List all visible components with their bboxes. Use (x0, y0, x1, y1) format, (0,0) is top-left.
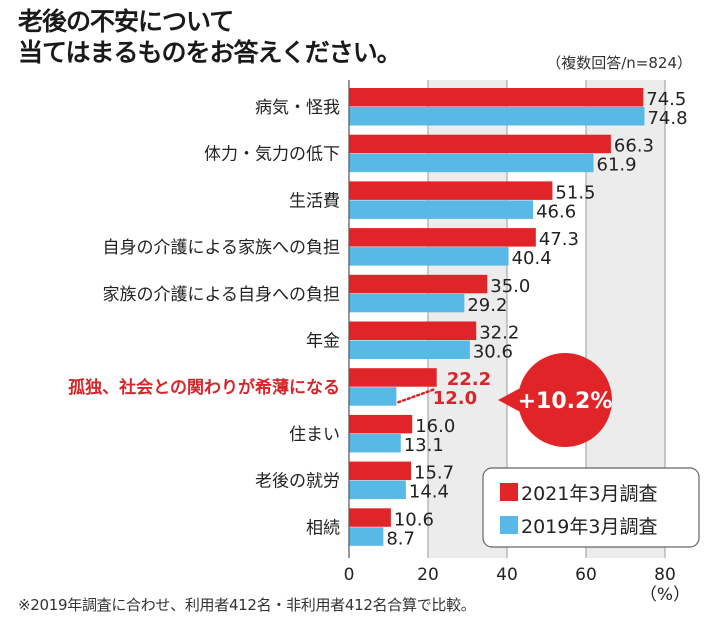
bar-2019 (349, 527, 384, 546)
bar-2019 (349, 433, 401, 453)
value-label: 22.2 (447, 369, 491, 390)
callout-circle (518, 353, 612, 447)
title-line-1: 老後の不安について (18, 7, 234, 36)
x-tick-label: 60 (575, 565, 597, 585)
category-label: 体力・気力の低下 (204, 145, 340, 165)
bar-2021 (349, 181, 553, 200)
value-label: 13.1 (404, 435, 444, 456)
value-label: 35.0 (490, 276, 530, 297)
x-tick-label: 20 (417, 565, 439, 585)
footnote: ※2019年調査に合わせ、利用者412名・非利用者412名合算で比較。 (18, 596, 476, 614)
connector-dotted-line (397, 387, 436, 404)
value-label: 16.0 (415, 416, 455, 437)
category-label: 住まい (289, 425, 340, 445)
bar-2019 (349, 200, 534, 219)
category-label: 老後の就労 (255, 472, 340, 492)
legend-swatch-2019 (500, 516, 518, 534)
value-label: 15.7 (414, 463, 454, 484)
x-unit-label: （%） (640, 585, 690, 605)
bar-2019 (349, 293, 465, 313)
chart-title: 老後の不安について 当てはまるものをお答えください。 (18, 6, 402, 68)
category-label: 病気・怪我 (255, 98, 340, 118)
bar-2021 (349, 508, 391, 527)
value-label: 47.3 (539, 229, 579, 250)
x-tick-label: 80 (654, 565, 676, 585)
category-label: 相続 (306, 518, 340, 538)
sample-note: （複数回答/n=824） (546, 54, 692, 72)
x-tick-label: 0 (344, 565, 355, 585)
bar-2021 (349, 134, 611, 154)
value-label: 32.2 (479, 323, 519, 344)
value-label: 8.7 (386, 528, 415, 549)
bar-2019 (349, 480, 406, 500)
value-label: 61.9 (597, 155, 637, 176)
value-label: 14.4 (409, 482, 449, 503)
category-label: 自身の介護による家族への負担 (103, 238, 341, 258)
value-label: 74.5 (646, 89, 686, 110)
category-label: 孤独、社会との関わりが希薄になる (68, 377, 340, 398)
value-label: 66.3 (614, 136, 654, 157)
value-label: 29.2 (467, 295, 507, 316)
bar-2019 (349, 340, 470, 359)
value-label: 40.4 (512, 248, 552, 269)
bar-2019 (349, 247, 509, 266)
category-label: 生活費 (289, 191, 340, 211)
callout-pointer (498, 386, 524, 414)
bar-2019 (349, 153, 594, 173)
bar-2021 (349, 414, 413, 434)
value-label: 46.6 (536, 201, 576, 222)
title-line-2: 当てはまるものをお答えください。 (18, 38, 402, 67)
value-label: 74.8 (647, 108, 687, 129)
value-label: 51.5 (555, 182, 595, 203)
legend-label-2021: 2021年3月調査 (521, 483, 657, 505)
bar-2019 (349, 107, 645, 126)
legend-box (482, 467, 700, 548)
bar-2021 (349, 461, 412, 481)
bar-2019 (349, 387, 397, 406)
bar-2021 (349, 321, 477, 340)
legend-swatch-2021 (500, 483, 518, 501)
callout-text: +10.2% (518, 389, 613, 414)
category-label: 家族の介護による自身への負担 (103, 285, 341, 305)
category-label: 年金 (306, 332, 340, 352)
bar-2021 (349, 368, 437, 387)
value-label: 10.6 (394, 509, 434, 530)
bar-2021 (349, 274, 488, 294)
legend-label-2019: 2019年3月調査 (521, 516, 657, 538)
bar-2021 (349, 88, 644, 107)
value-label: 12.0 (433, 388, 477, 409)
x-tick-label: 40 (496, 565, 518, 585)
value-label: 30.6 (473, 342, 513, 363)
bar-2021 (349, 228, 536, 247)
